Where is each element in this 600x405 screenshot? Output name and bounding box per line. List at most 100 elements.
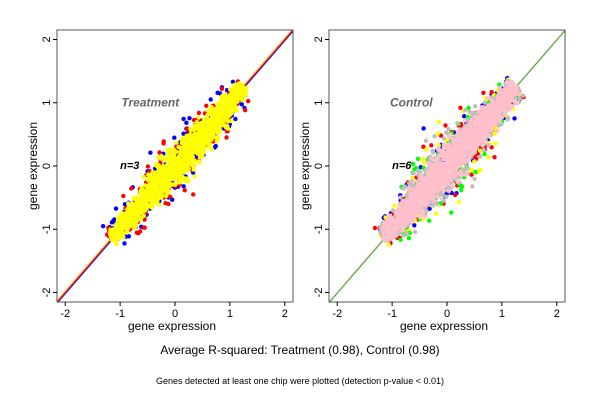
data-point <box>430 156 434 160</box>
data-point <box>200 121 204 125</box>
data-point <box>470 184 474 188</box>
data-point <box>475 140 479 144</box>
data-point <box>442 136 446 140</box>
data-point <box>473 170 477 174</box>
data-point <box>411 171 415 175</box>
data-point <box>170 148 174 152</box>
data-point <box>432 134 436 138</box>
data-point <box>512 116 516 120</box>
data-point <box>221 105 225 109</box>
data-point <box>142 175 146 179</box>
data-point <box>142 209 146 213</box>
data-point <box>226 119 230 123</box>
data-point <box>391 208 395 212</box>
data-point <box>471 111 475 115</box>
data-point <box>121 194 125 198</box>
data-point <box>191 138 195 142</box>
data-point <box>122 241 126 245</box>
data-point <box>373 226 377 230</box>
data-point <box>411 162 415 166</box>
data-point <box>166 169 170 173</box>
data-point <box>244 86 248 90</box>
data-point <box>108 229 112 233</box>
data-point <box>192 163 196 167</box>
data-point <box>142 214 146 218</box>
data-point <box>455 180 459 184</box>
data-point <box>484 140 488 144</box>
data-point <box>167 184 171 188</box>
data-point <box>198 131 202 135</box>
data-point <box>492 155 496 159</box>
data-point <box>193 174 197 178</box>
data-point <box>446 127 450 131</box>
data-point <box>489 98 493 102</box>
data-point <box>203 131 207 135</box>
data-point <box>181 176 185 180</box>
data-point <box>182 184 186 188</box>
data-point <box>225 103 229 107</box>
data-point <box>192 167 196 171</box>
data-point <box>161 180 165 184</box>
data-point <box>162 139 166 143</box>
data-point <box>211 118 215 122</box>
data-point <box>166 176 170 180</box>
data-point <box>202 150 206 154</box>
data-point <box>146 164 150 168</box>
data-point <box>196 115 200 119</box>
data-point <box>455 162 459 166</box>
data-point <box>144 201 148 205</box>
sample-count-annotation: n=3 <box>120 160 139 172</box>
data-point <box>521 93 525 97</box>
data-point <box>172 136 176 140</box>
data-point <box>154 163 158 167</box>
data-point <box>432 199 436 203</box>
data-point <box>152 171 156 175</box>
data-point <box>219 113 223 117</box>
data-point <box>127 209 131 213</box>
data-point <box>115 227 119 231</box>
data-point <box>486 143 490 147</box>
data-point <box>181 117 185 121</box>
data-point <box>167 160 171 164</box>
data-point <box>443 123 447 127</box>
y-tick-label: -2 <box>41 288 53 298</box>
y-tick-label: -1 <box>41 224 53 234</box>
data-point <box>174 157 178 161</box>
data-point <box>192 124 196 128</box>
y-tick-label: 0 <box>41 163 53 169</box>
data-point <box>156 155 160 159</box>
data-point <box>168 195 172 199</box>
data-point <box>173 183 177 187</box>
data-point <box>455 121 459 125</box>
scatter-points <box>329 29 565 302</box>
data-point <box>134 198 138 202</box>
data-point <box>156 181 160 185</box>
data-point <box>139 197 143 201</box>
data-point <box>437 120 441 124</box>
data-point <box>458 106 462 110</box>
data-point <box>449 210 453 214</box>
data-point <box>244 91 248 95</box>
data-point <box>133 224 137 228</box>
data-point <box>416 157 420 161</box>
data-point <box>195 145 199 149</box>
data-point <box>450 173 454 177</box>
data-point <box>128 218 132 222</box>
data-point <box>392 203 396 207</box>
data-point <box>126 222 130 226</box>
data-point <box>517 96 521 100</box>
data-point <box>132 213 136 217</box>
data-point <box>162 157 166 161</box>
data-point <box>228 87 232 91</box>
data-point <box>177 180 181 184</box>
data-point <box>138 229 142 233</box>
data-point <box>447 189 451 193</box>
data-point <box>195 135 199 139</box>
data-point <box>149 188 153 192</box>
data-point <box>215 102 219 106</box>
data-point <box>191 192 195 196</box>
data-point <box>463 108 467 112</box>
data-point <box>179 151 183 155</box>
x-tick-label: -1 <box>115 308 125 320</box>
